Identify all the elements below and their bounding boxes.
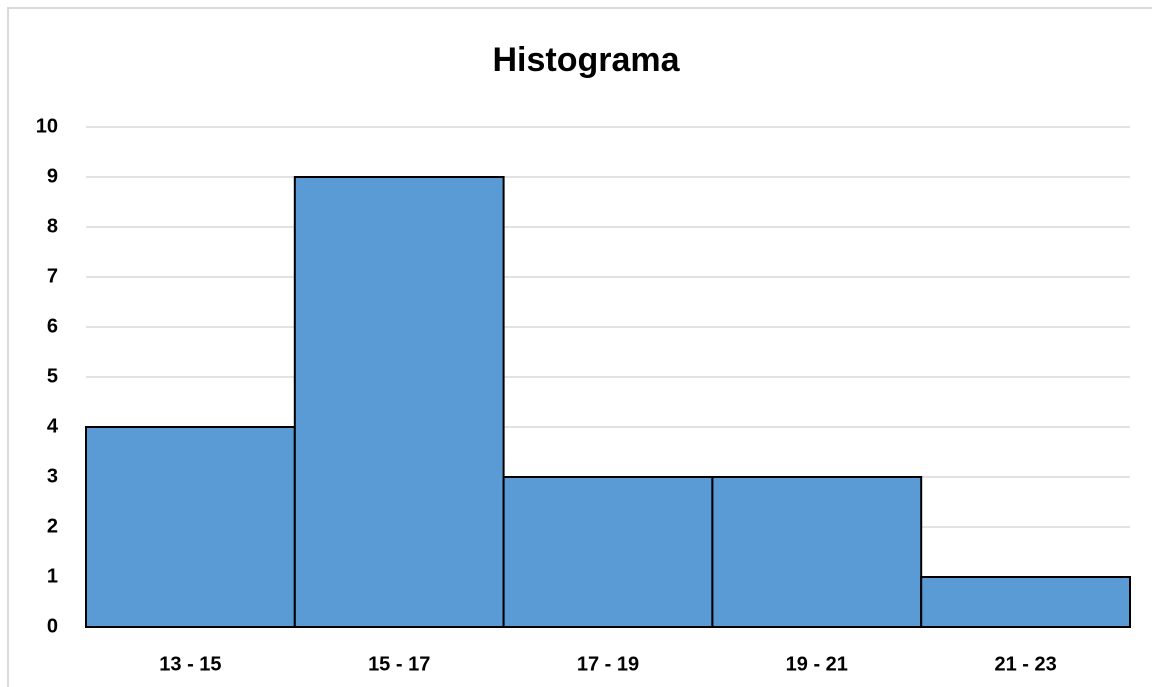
x-tick-label: 21 - 23 bbox=[994, 653, 1056, 675]
bar bbox=[711, 476, 923, 628]
chart-title: Histograma bbox=[492, 41, 680, 79]
y-tick-label: 4 bbox=[47, 415, 59, 437]
y-tick-label: 2 bbox=[47, 515, 58, 537]
x-tick-label: 19 - 21 bbox=[786, 653, 848, 675]
bar bbox=[920, 576, 1132, 628]
y-tick-label: 9 bbox=[47, 165, 58, 187]
y-tick-label: 6 bbox=[47, 315, 58, 337]
bar bbox=[85, 426, 296, 628]
y-tick-label: 5 bbox=[47, 365, 58, 387]
y-tick-label: 10 bbox=[36, 115, 58, 137]
y-tick-label: 7 bbox=[47, 265, 58, 287]
y-tick-label: 0 bbox=[47, 615, 58, 637]
y-tick-label: 8 bbox=[47, 215, 58, 237]
bar bbox=[502, 476, 714, 628]
y-tick-label: 3 bbox=[47, 465, 58, 487]
bar bbox=[293, 176, 505, 628]
x-tick-label: 15 - 17 bbox=[368, 653, 430, 675]
x-tick-label: 13 - 15 bbox=[159, 653, 221, 675]
y-tick-label: 1 bbox=[47, 565, 58, 587]
x-tick-label: 17 - 19 bbox=[577, 653, 639, 675]
